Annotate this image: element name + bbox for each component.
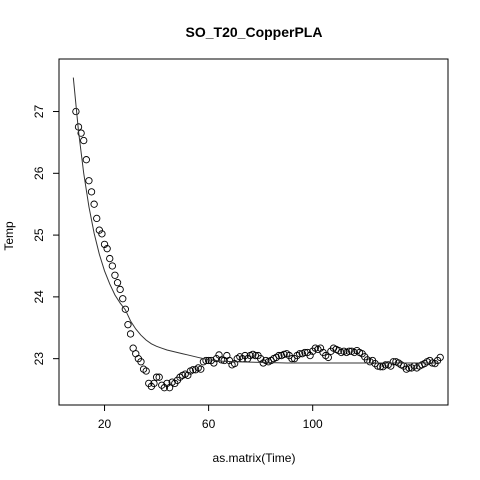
data-point: [251, 351, 260, 360]
x-axis-label: as.matrix(Time): [213, 451, 296, 465]
data-point: [160, 384, 169, 392]
data-point: [275, 351, 283, 360]
data-point: [126, 330, 135, 338]
axes: 20 60 100 23 24 25 26 27: [32, 105, 323, 431]
data-point: [106, 254, 114, 263]
data-point: [426, 356, 434, 365]
data-point: [150, 379, 158, 388]
data-point: [85, 177, 93, 185]
data-point: [100, 240, 109, 249]
data-point: [316, 344, 325, 352]
data-point: [80, 136, 88, 145]
data-point: [116, 285, 124, 294]
x-tick-label: 20: [98, 417, 112, 431]
data-point: [98, 230, 106, 238]
data-point: [111, 271, 119, 279]
data-point: [90, 200, 98, 208]
data-point: [202, 356, 210, 365]
x-tick-label: 100: [303, 417, 323, 431]
data-point: [124, 321, 132, 329]
data-point: [95, 226, 103, 234]
y-tick-label: 27: [32, 105, 46, 119]
data-point: [189, 366, 197, 374]
data-point: [345, 347, 353, 355]
data-point: [381, 361, 390, 369]
data-point: [158, 381, 166, 389]
data-point: [212, 355, 221, 363]
y-tick-label: 23: [32, 352, 46, 366]
data-point: [152, 373, 161, 381]
fitted-curve: [72, 77, 441, 364]
data-point: [324, 353, 332, 362]
data-point: [217, 356, 226, 364]
data-point: [121, 305, 130, 313]
x-tick-label: 60: [202, 417, 216, 431]
data-point: [155, 373, 163, 381]
data-point: [82, 156, 90, 164]
y-tick-label: 24: [32, 290, 46, 304]
data-point: [436, 353, 444, 362]
data-point: [296, 350, 304, 358]
data-point: [77, 129, 85, 137]
y-tick-label: 25: [32, 228, 46, 242]
data-point: [142, 367, 150, 375]
data-point: [103, 245, 111, 253]
data-point: [225, 356, 234, 365]
y-axis-label: Temp: [2, 221, 16, 251]
data-point: [301, 348, 309, 357]
data-point: [257, 355, 265, 363]
data-point: [371, 359, 379, 368]
data-point: [280, 350, 288, 358]
data-point: [405, 364, 413, 372]
data-point: [113, 279, 122, 287]
data-point: [119, 295, 127, 303]
data-marks: [72, 77, 444, 392]
data-point: [197, 365, 205, 373]
data-point: [184, 371, 192, 379]
data-point: [93, 214, 101, 223]
y-tick-label: 26: [32, 166, 46, 180]
data-point: [108, 262, 116, 270]
data-point: [288, 355, 296, 363]
chart-title: SO_T20_CopperPLA: [186, 24, 323, 40]
data-point: [87, 188, 96, 196]
data-point: [210, 359, 218, 367]
data-point: [137, 358, 145, 366]
data-point: [389, 358, 398, 366]
